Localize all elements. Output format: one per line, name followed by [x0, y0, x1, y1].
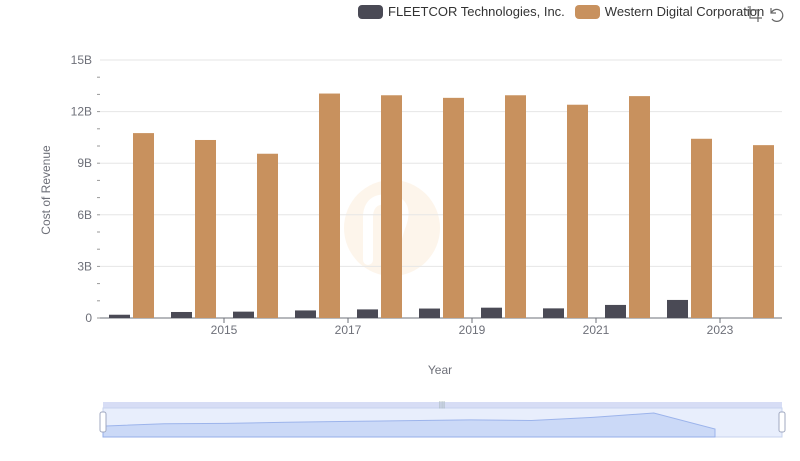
bar-wdc-2022[interactable]	[629, 96, 650, 319]
bar-fleetcor-2016[interactable]	[233, 311, 254, 318]
toolbox	[746, 6, 790, 22]
data-zoom-slider[interactable]: |||	[99, 400, 786, 438]
legend-label-fleetcor: FLEETCOR Technologies, Inc.	[388, 4, 565, 19]
zoom-reset-icon[interactable]	[768, 6, 784, 22]
y-axis: 0 3B 6B 9B 12B 15B	[71, 53, 100, 325]
bar-fleetcor-2014[interactable]	[109, 314, 130, 318]
bars	[109, 93, 774, 319]
bar-wdc-2021[interactable]	[567, 104, 588, 318]
zoom-select-icon[interactable]	[746, 6, 762, 22]
legend-label-wdc: Western Digital Corporation	[604, 4, 765, 19]
x-tick-label: 2019	[459, 323, 486, 337]
bar-wdc-2018[interactable]	[381, 95, 402, 318]
bar-wdc-2020[interactable]	[505, 95, 526, 318]
data-zoom-handle-right[interactable]	[778, 411, 786, 433]
legend-item-wdc[interactable]: Western Digital Corporation	[574, 4, 765, 19]
bar-fleetcor-2018[interactable]	[357, 309, 378, 318]
bar-wdc-2017[interactable]	[319, 93, 340, 318]
y-tick-label: 3B	[77, 259, 92, 273]
y-axis-title: Cost of Revenue	[39, 145, 53, 235]
bar-wdc-2015[interactable]	[195, 139, 216, 318]
bar-wdc-2024[interactable]	[753, 145, 774, 318]
x-tick-label: 2023	[707, 323, 734, 337]
y-tick-label: 9B	[77, 156, 92, 170]
bar-fleetcor-2019[interactable]	[419, 308, 440, 318]
legend-item-fleetcor[interactable]: FLEETCOR Technologies, Inc.	[358, 4, 565, 19]
bar-fleetcor-2020[interactable]	[481, 307, 502, 318]
data-zoom-grip-icon[interactable]: |||	[439, 400, 445, 409]
bar-wdc-2019[interactable]	[443, 97, 464, 318]
bar-fleetcor-2022[interactable]	[605, 304, 626, 318]
x-tick-label: 2017	[335, 323, 362, 337]
data-zoom-handle-left[interactable]	[99, 411, 107, 433]
x-tick-label: 2015	[211, 323, 238, 337]
x-axis: 2015 2017 2019 2021 2023	[100, 317, 782, 337]
y-tick-label: 0	[85, 311, 92, 325]
bar-fleetcor-2017[interactable]	[295, 310, 316, 318]
y-tick-label: 6B	[77, 208, 92, 222]
legend-swatch-fleetcor	[358, 4, 383, 19]
x-tick-label: 2021	[583, 323, 610, 337]
x-axis-title: Year	[428, 363, 452, 377]
data-zoom-top-bar[interactable]	[103, 402, 782, 408]
bar-wdc-2016[interactable]	[257, 153, 278, 318]
legend-swatch-wdc	[574, 4, 600, 19]
bar-fleetcor-2021[interactable]	[543, 308, 564, 318]
legend: FLEETCOR Technologies, Inc. Western Digi…	[358, 4, 774, 19]
y-tick-label: 15B	[71, 53, 92, 67]
bar-wdc-2023[interactable]	[691, 138, 712, 318]
bar-wdc-2014[interactable]	[133, 133, 154, 318]
data-zoom-preview	[102, 412, 716, 438]
bar-fleetcor-2023[interactable]	[667, 299, 688, 318]
y-tick-label: 12B	[71, 105, 92, 119]
bar-fleetcor-2015[interactable]	[171, 311, 192, 318]
